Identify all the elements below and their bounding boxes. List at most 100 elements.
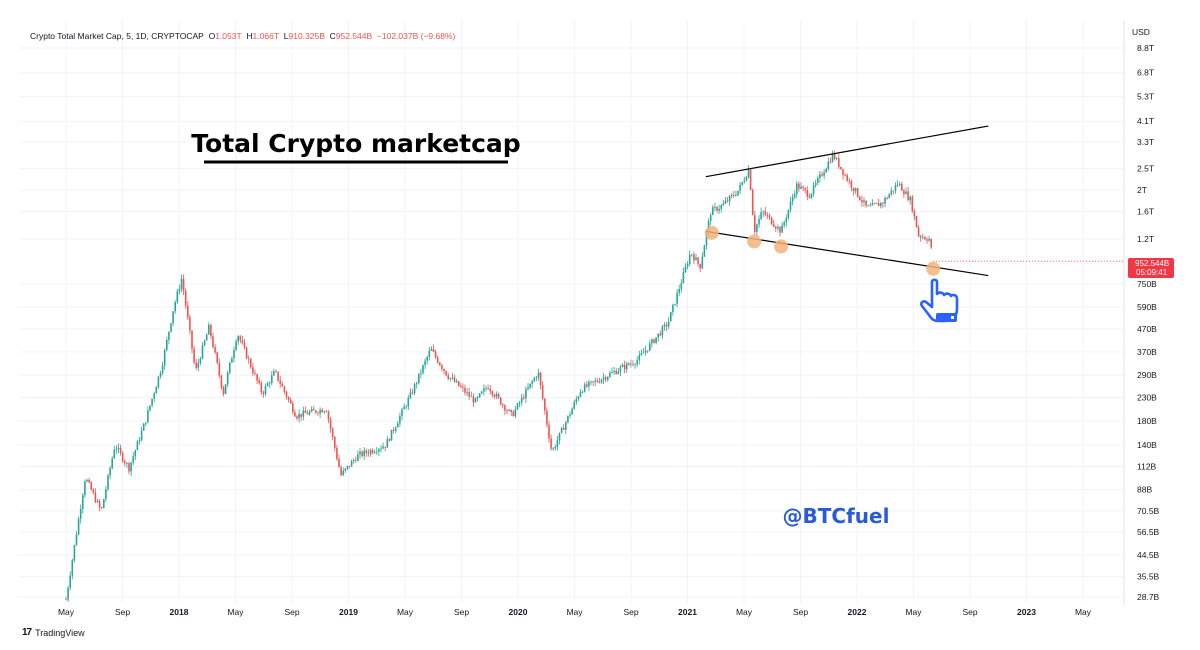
candle-body	[502, 404, 504, 406]
candle-body	[825, 168, 827, 173]
candle-body	[819, 174, 821, 179]
candle-body	[625, 363, 628, 370]
candle-body	[107, 475, 109, 490]
candle-body	[214, 347, 216, 353]
candle-body	[111, 458, 113, 469]
candle-body	[327, 411, 330, 420]
candle-body	[132, 456, 134, 463]
candle-body	[882, 202, 884, 204]
y-tick-label: 2T	[1137, 185, 1147, 195]
time-axis[interactable]: May Sep 2018 May Sep 2019 May Sep 2020 May Sep 2021…	[58, 607, 1092, 617]
symbol-title[interactable]: Crypto Total Market Cap, 5, 1D, CRYPTOCA…	[30, 31, 204, 41]
candle-body	[688, 254, 691, 265]
candle-body	[796, 183, 798, 195]
candle-body	[766, 214, 769, 216]
candle-body	[77, 518, 80, 535]
candle-body	[754, 215, 756, 232]
candle-body	[537, 372, 540, 378]
y-tick-label: 5.3T	[1137, 92, 1154, 102]
low-value: 910.325B	[288, 31, 325, 41]
y-tick-label: 470B	[1137, 324, 1157, 334]
candle-body	[583, 384, 586, 392]
candle-body	[161, 365, 164, 373]
candle-body	[478, 393, 481, 398]
candle-body	[121, 452, 124, 462]
candle-body	[808, 196, 811, 198]
candle-body	[491, 391, 494, 395]
candle-body	[567, 415, 569, 423]
y-tick-label: 28.7B	[1137, 592, 1160, 602]
candle-body	[835, 158, 838, 159]
candle-body	[651, 339, 653, 344]
candle-body	[485, 388, 487, 389]
close-value: 952.544B	[335, 31, 373, 41]
candle-body	[703, 245, 706, 257]
candle-body	[686, 264, 689, 267]
candle-body	[98, 501, 101, 508]
candle-body	[722, 203, 725, 206]
candle-body	[243, 342, 246, 348]
candle-body	[888, 194, 890, 199]
candle-body	[630, 363, 632, 365]
candle-body	[621, 365, 624, 368]
candle-body	[840, 166, 842, 169]
candle-body	[535, 377, 538, 379]
candle-body	[432, 349, 435, 352]
candle-body	[481, 391, 483, 394]
candle-body	[180, 278, 183, 290]
y-tick-label: 4.1T	[1137, 116, 1154, 126]
candle-body	[581, 391, 584, 393]
candle-body	[657, 333, 659, 338]
candle-body	[869, 205, 872, 207]
candle-body	[134, 450, 137, 457]
candle-body	[896, 184, 899, 186]
candle-body	[516, 403, 519, 410]
y-tick-label: 35.5B	[1137, 572, 1160, 582]
candle-body	[315, 410, 317, 413]
candle-body	[283, 386, 286, 392]
candle-body	[302, 410, 305, 417]
candle-body	[172, 311, 174, 324]
candle-body	[558, 432, 561, 441]
candle-body	[359, 451, 361, 455]
candle-body	[569, 414, 571, 416]
candle-body	[804, 188, 806, 191]
candle-body	[166, 339, 168, 351]
candle-body	[911, 196, 914, 212]
candle-body	[861, 199, 863, 203]
candle-body	[733, 194, 735, 196]
candle-body	[184, 290, 187, 306]
y-tick-label: 88B	[1137, 485, 1152, 495]
candle-body	[317, 412, 319, 414]
candle-body	[609, 373, 611, 377]
candle-body	[735, 195, 737, 196]
x-tick-label: Sep	[454, 607, 469, 617]
candle-body	[352, 460, 355, 462]
candle-body	[411, 392, 414, 394]
x-tick-label: Sep	[793, 607, 808, 617]
candle-body	[550, 438, 552, 449]
candle-body	[128, 463, 130, 472]
candle-body	[880, 202, 882, 207]
candle-body	[476, 397, 479, 399]
candle-body	[646, 350, 649, 352]
candle-body	[661, 326, 664, 336]
candle-body	[222, 387, 225, 394]
candle-body	[533, 377, 536, 382]
candle-body	[470, 396, 473, 398]
price-axis[interactable]: 8.8T 6.8T 5.3T 4.1T 3.3T 2.5T 2T 1.6T 1.2T 750B 59…	[1137, 43, 1160, 602]
candle-body	[850, 181, 853, 188]
candle-body	[701, 256, 704, 269]
candle-body	[922, 237, 924, 239]
tradingview-branding[interactable]: 17 TradingView	[22, 627, 85, 638]
candle-body	[262, 392, 265, 394]
candle-body	[153, 393, 155, 399]
candle-body	[714, 207, 716, 208]
candle-body	[638, 354, 641, 361]
candle-body	[256, 374, 258, 381]
candle-body	[562, 427, 565, 430]
touch-marker	[774, 239, 789, 254]
annotation-title: Total Crypto marketcap	[191, 129, 520, 158]
candle-body	[720, 205, 722, 209]
